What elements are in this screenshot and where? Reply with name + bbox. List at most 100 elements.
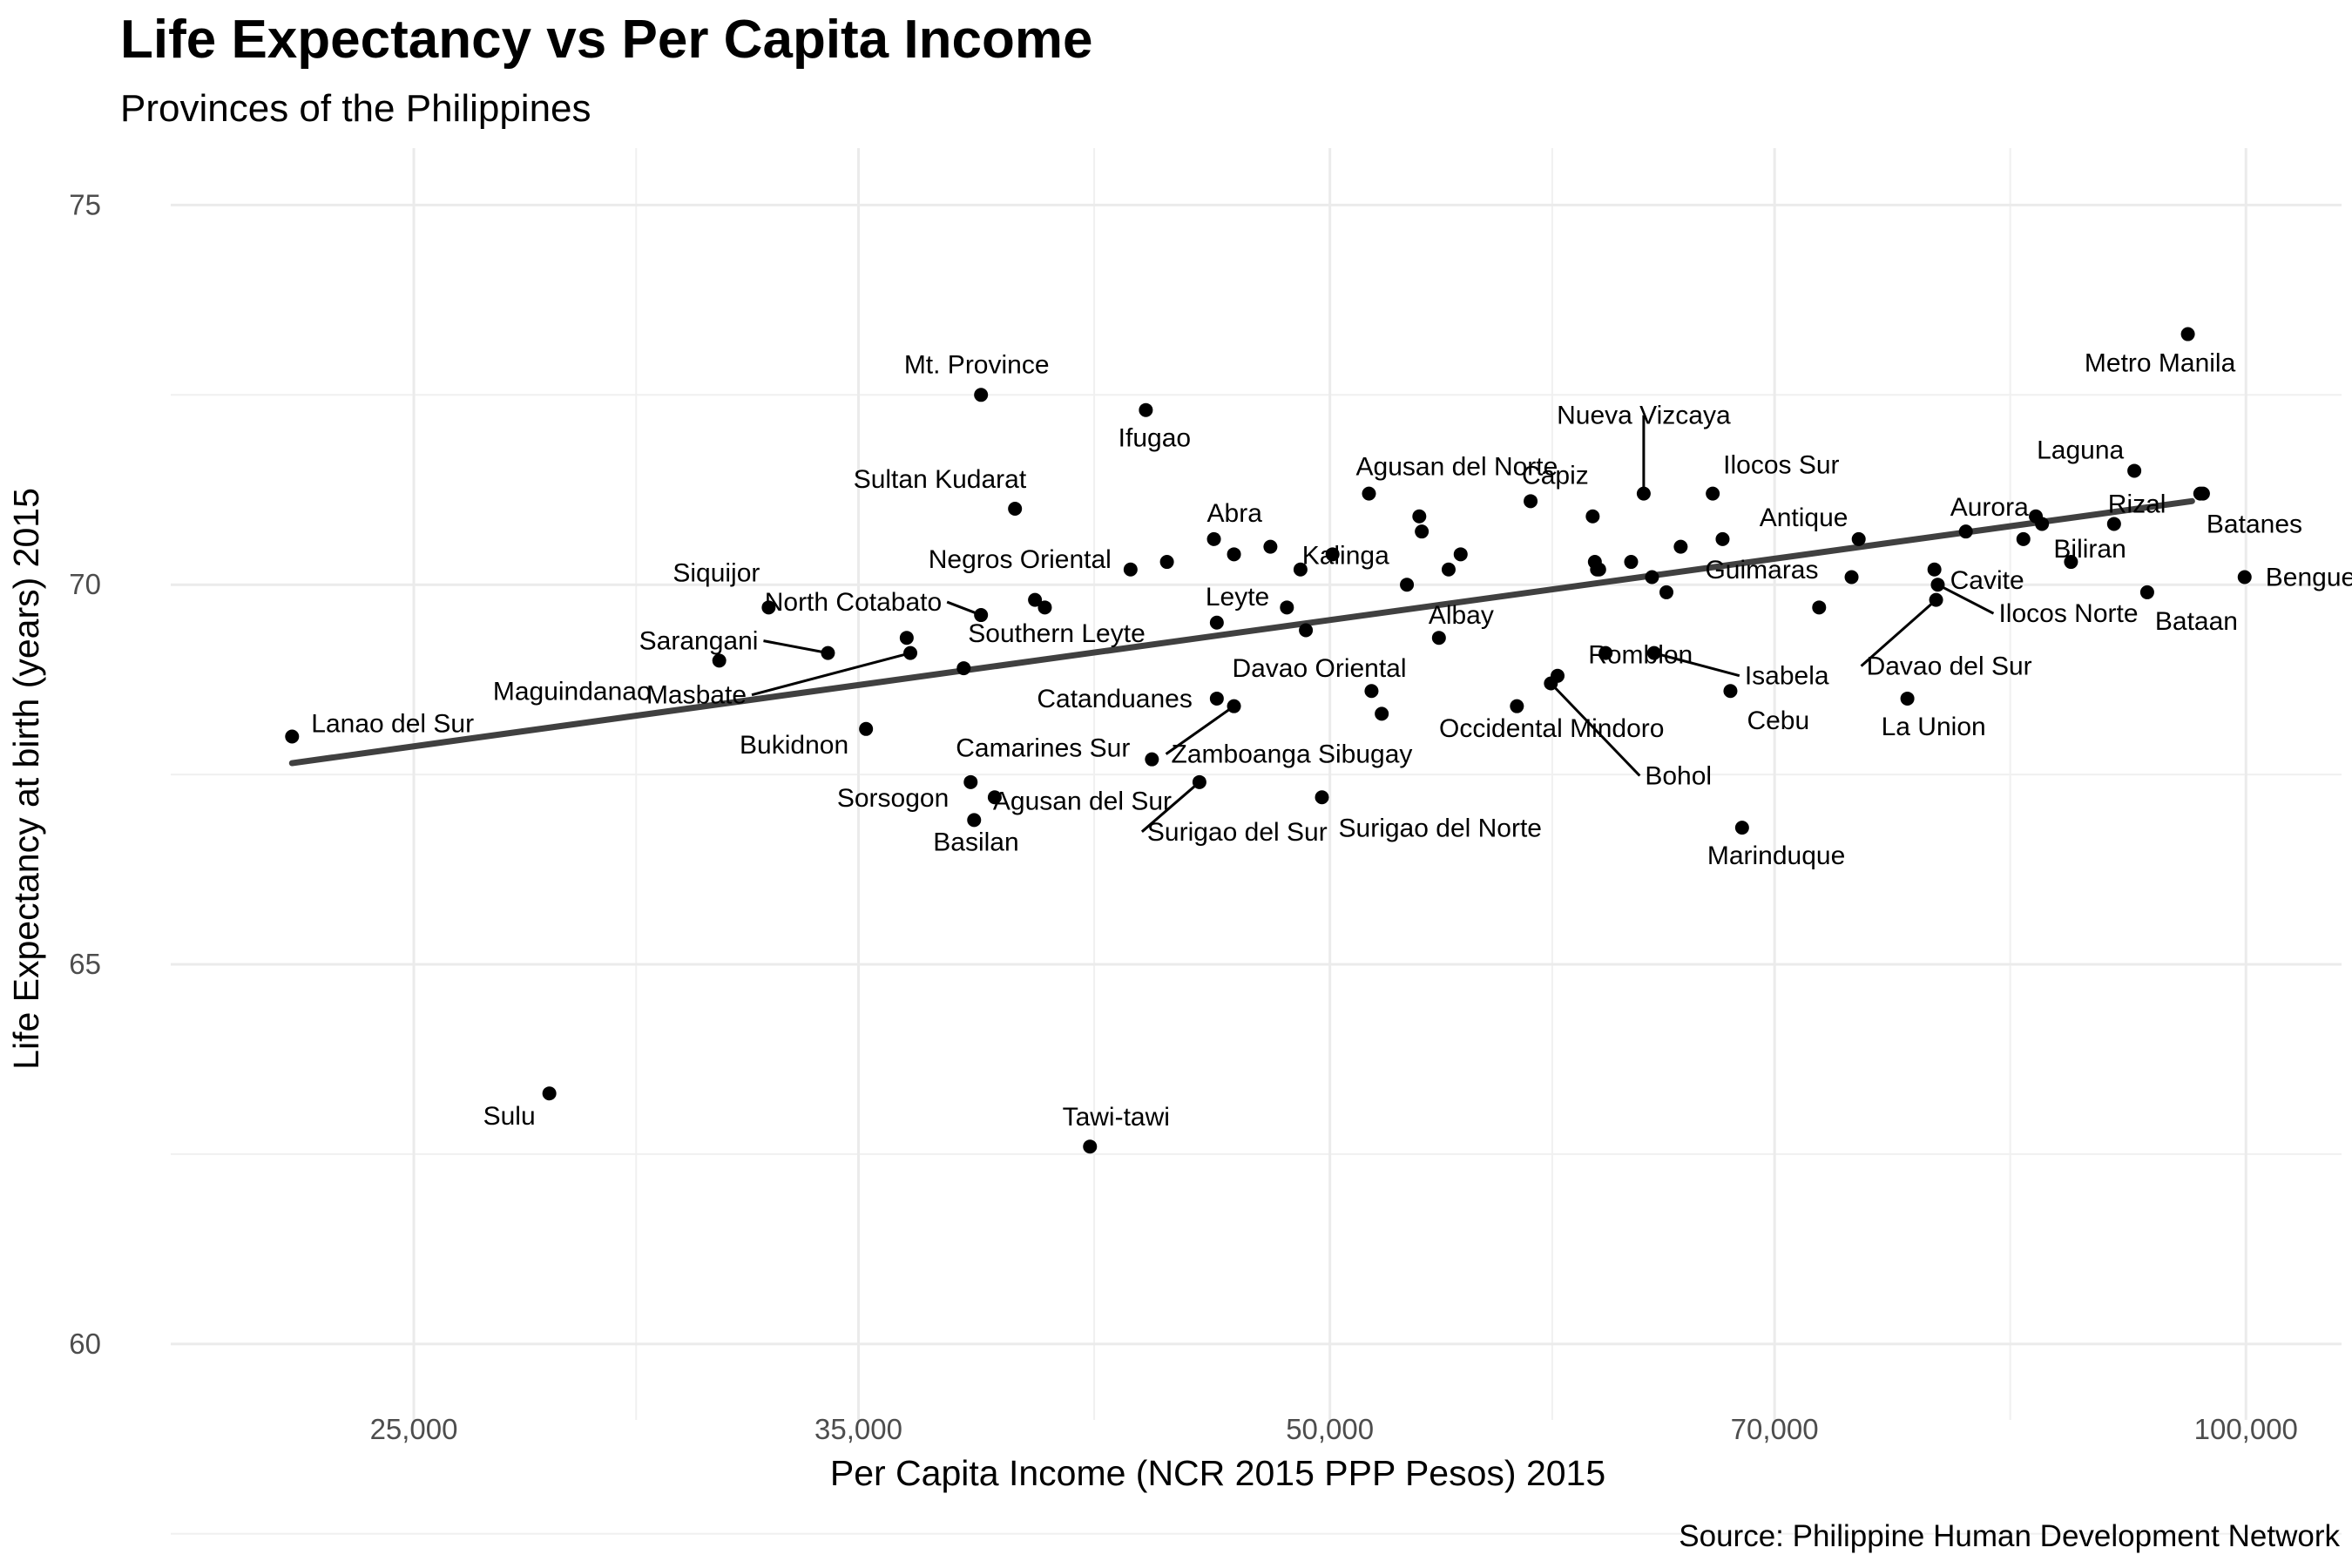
point-label: Surigao del Sur [1147,818,1328,847]
point-label: Basilan [933,828,1018,856]
point-sultan-kudarat [1008,502,1023,517]
point-unlabeled [1375,706,1389,721]
label-leader-lines [751,415,1995,833]
x-tick-label: 70,000 [1731,1413,1819,1445]
point-label: Bataan [2155,607,2238,636]
point-label: Catanduanes [1037,685,1192,713]
trend-line [288,497,2195,767]
chart-title: Life Expectancy vs Per Capita Income [120,10,1093,70]
chart-subtitle: Provinces of the Philippines [120,87,591,130]
point-la-union [1900,691,1915,706]
point-unlabeled [1415,524,1429,539]
point-biliran [2064,555,2078,570]
point-label: Sarangani [639,627,759,656]
leader-line [1936,583,1995,615]
point-camarines-sur [1145,752,1159,767]
major-gridlines [171,148,2342,1420]
y-tick-label: 60 [69,1328,101,1360]
point-label: Capiz [1522,461,1589,490]
point-label: Davao Oriental [1232,654,1406,683]
point-unlabeled [1227,547,1241,562]
x-axis-title: Per Capita Income (NCR 2015 PPP Pesos) 2… [830,1453,1605,1493]
y-tick-label: 65 [69,948,101,980]
point-label: Maguindanao [493,677,652,706]
point-label: Nueva Vizcaya [1557,402,1731,430]
point-labels: Lanao del Sur Sulu Maguindanao Siquijor Sara… [311,349,2352,1132]
point-isabela [1646,645,1661,660]
x-tick-label: 50,000 [1286,1413,1374,1445]
y-tick-label: 75 [69,188,101,220]
point-siquijor [761,600,776,615]
point-label: Agusan del Norte [1356,453,1558,482]
point-surigao-del-norte [1315,790,1329,805]
point-label: Davao del Sur [1867,652,2032,681]
point-label: Southern Leyte [968,619,1145,648]
point-negros-oriental [1123,562,1138,577]
point-label: Occidental Mindoro [1439,714,1664,743]
point-bataan [2139,585,2154,599]
point-unlabeled [1028,592,1043,607]
point-basilan [967,813,982,828]
point-label: Guimaras [1705,556,1818,585]
point-unlabeled [1400,578,1415,592]
point-unlabeled [1645,570,1659,585]
point-unlabeled [2016,531,2031,546]
point-agusan-del-norte [1362,486,1376,501]
point-unlabeled [1585,509,1600,524]
point-unlabeled [1453,547,1468,562]
x-tick-label: 100,000 [2194,1413,2298,1445]
leader-line [763,639,828,655]
point-romblon [1598,645,1613,660]
point-label: Ilocos Norte [1998,599,2138,628]
point-unlabeled [1510,699,1524,713]
point-label: Isabela [1745,662,1829,691]
point-catanduanes [1209,691,1224,706]
point-metro-manila [2180,327,2195,341]
leader-line [1165,705,1235,755]
chart-caption: Source: Philippine Human Development Net… [1679,1519,2340,1553]
point-label: Leyte [1206,583,1269,612]
point-sarangani [821,645,835,660]
leader-line [751,652,911,697]
point-label: Kalinga [1302,541,1389,570]
point-unlabeled [1280,600,1294,615]
point-tawi-tawi [1083,1139,1098,1154]
point-benguet [2237,570,2252,585]
y-tick-label: 70 [69,568,101,600]
point-unlabeled [1037,600,1052,615]
point-guimaras [1715,531,1730,546]
point-marinduque [1734,821,1749,835]
point-unlabeled [1299,623,1314,638]
point-zamboanga-sibugay [1227,699,1241,713]
point-bohol [1544,676,1558,691]
point-unlabeled [1412,509,1427,524]
point-maguindanao [712,653,727,668]
point-masbate [903,645,918,660]
leader-line [1653,652,1740,678]
point-label: Rizal [2108,490,2166,519]
point-sulu [542,1086,557,1101]
point-agusan-del-sur [987,790,1002,805]
point-label: Albay [1429,601,1494,630]
point-unlabeled [1659,585,1673,599]
point-label: Zamboanga Sibugay [1172,740,1413,769]
point-label: North Cotabato [765,588,942,617]
point-label: Ifugao [1119,424,1191,453]
point-label: Batanes [2207,510,2302,539]
point-davao-del-sur [1929,592,1943,607]
point-label: Sorsogon [837,784,949,813]
point-label: Metro Manila [2085,349,2236,378]
point-label: Masbate [646,681,747,710]
point-unlabeled [899,631,914,645]
trend-layer [288,497,2195,767]
point-label: Romblon [1588,641,1693,670]
point-label: Laguna [2037,436,2124,464]
point-label: Lanao del Sur [311,710,474,739]
point-unlabeled [1812,600,1827,615]
point-ifugao [1139,402,1153,417]
point-cavite [1927,562,1942,577]
point-label: Agusan del Sur [993,787,1172,815]
points-layer [285,327,2252,1154]
y-axis-title: Life Expectancy at birth (years) 2015 [6,488,46,1070]
point-label: Tawi-tawi [1063,1103,1170,1132]
